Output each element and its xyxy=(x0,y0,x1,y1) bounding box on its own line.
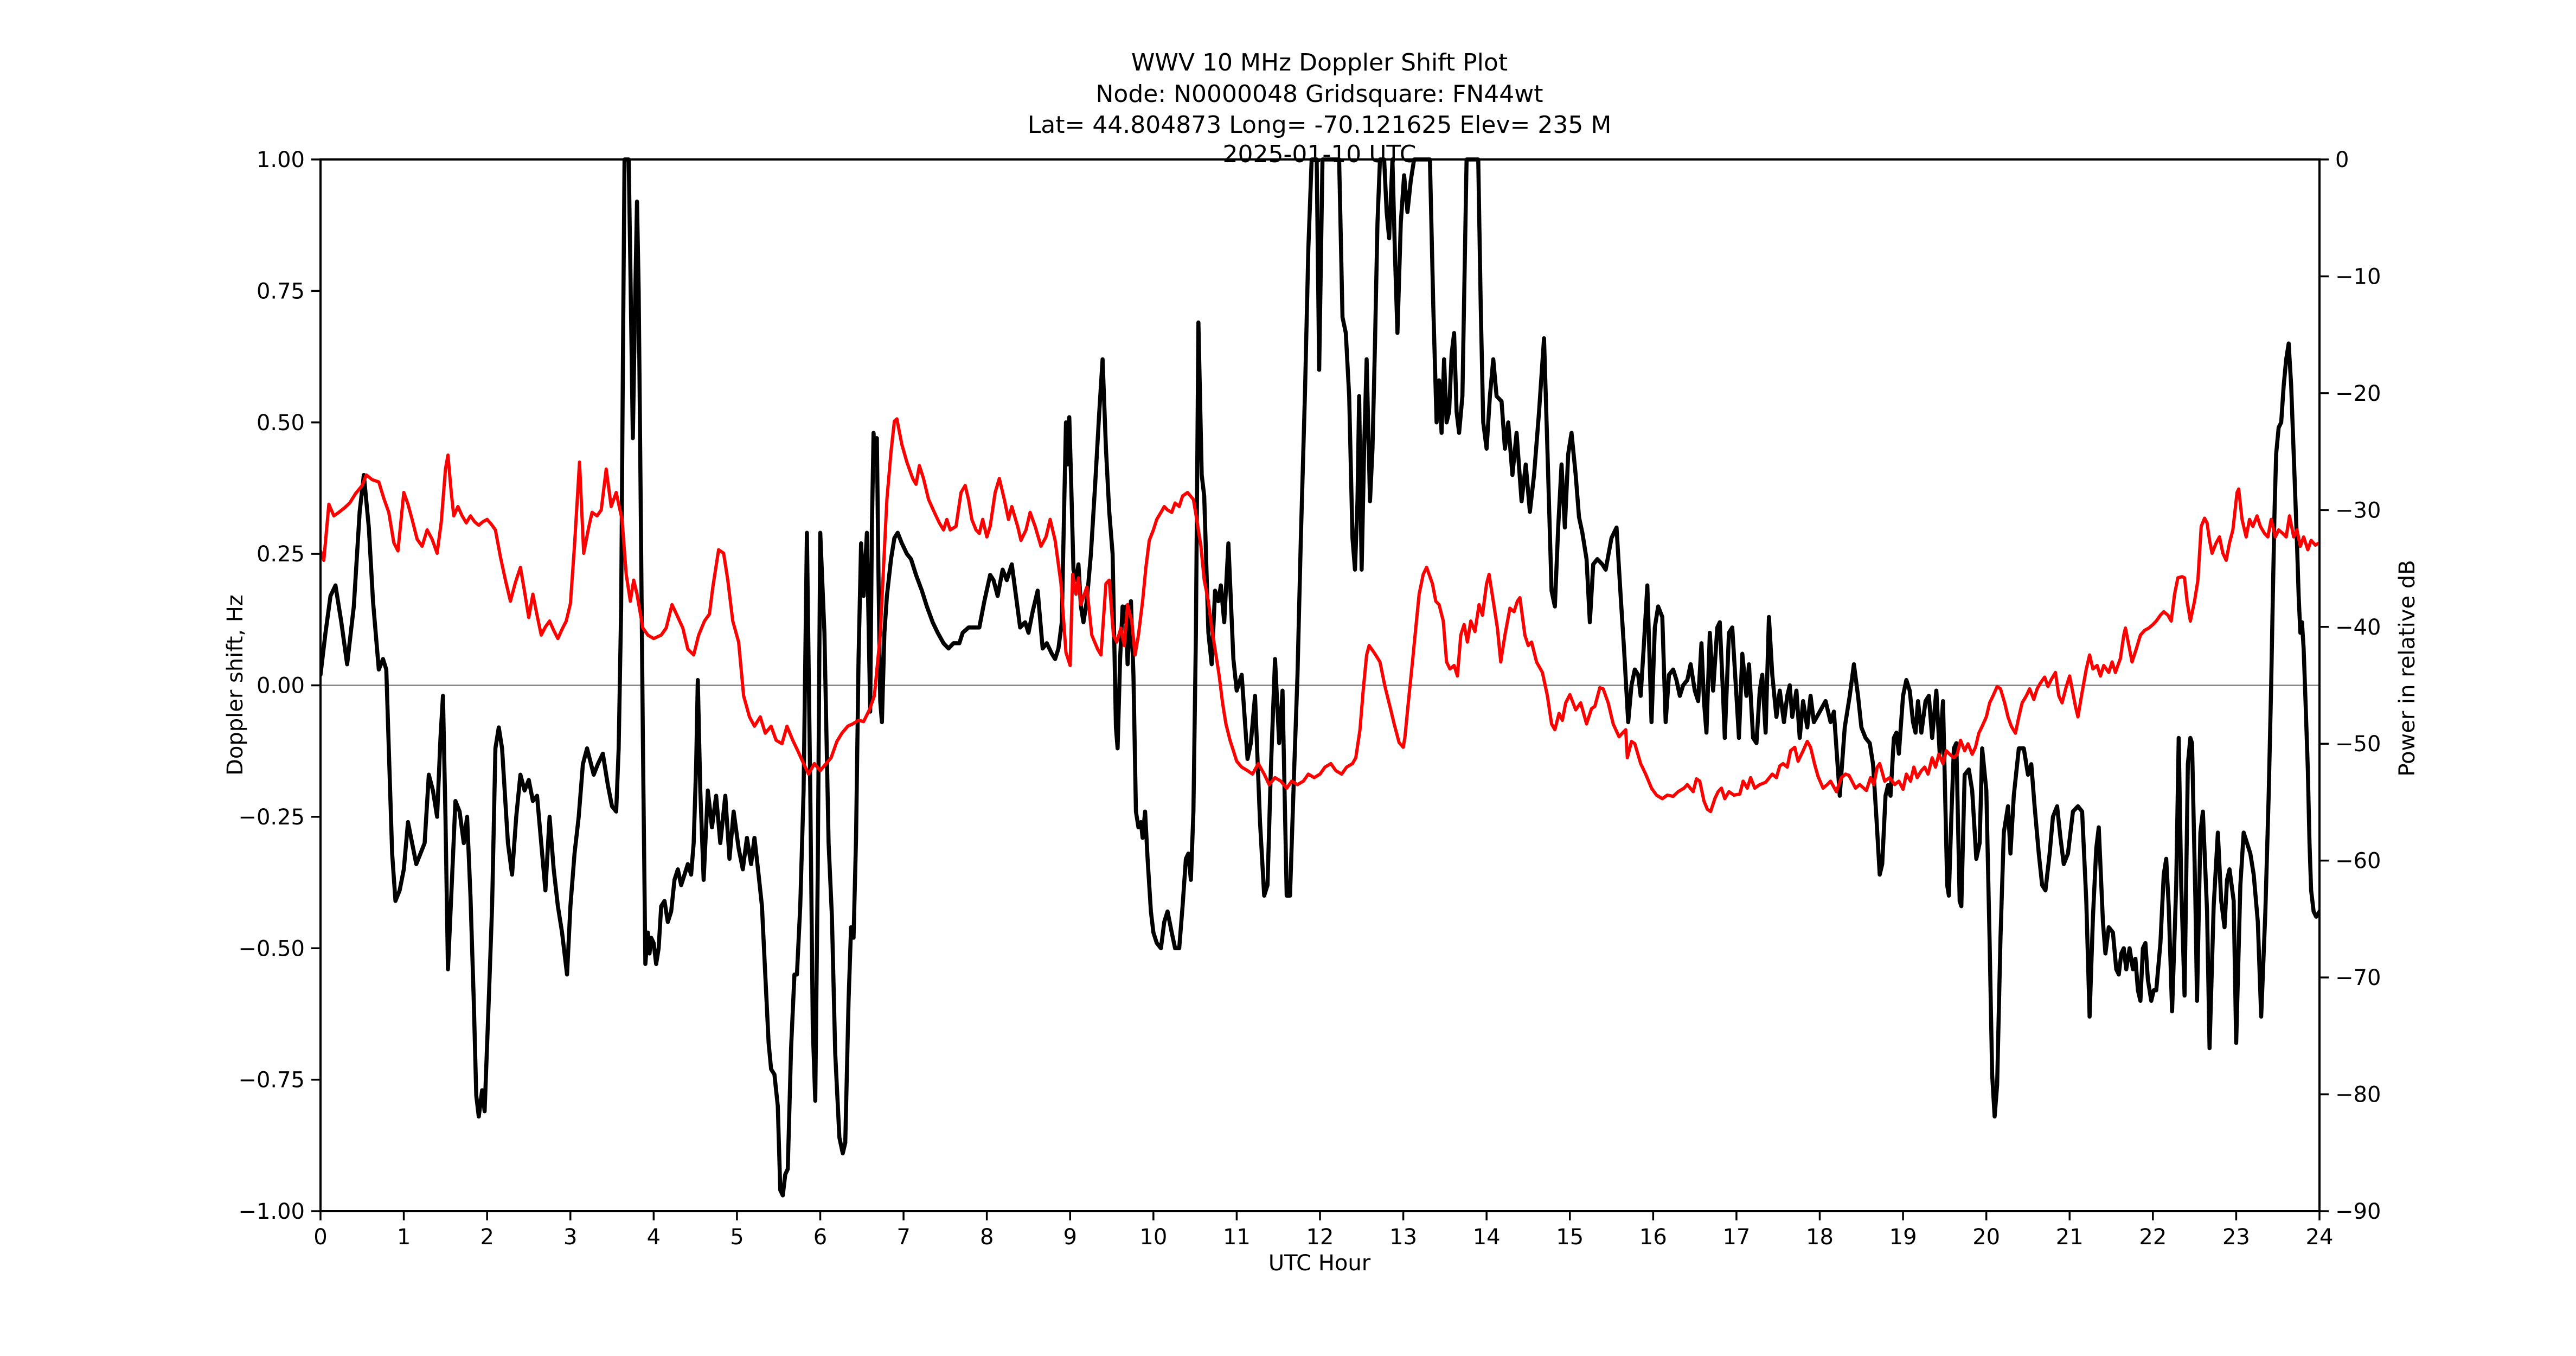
x-tick-label: 11 xyxy=(1223,1225,1251,1250)
x-axis-ticks: 0 1 2 3 4 5 6 7 8 9 10 11 12 13 14 15 16 17 18 19 20 21 22 23 24 xyxy=(313,1211,2333,1250)
left-tick-label: 0.75 xyxy=(257,279,305,304)
x-tick-label: 5 xyxy=(730,1225,744,1250)
left-tick-label: −0.75 xyxy=(238,1068,305,1093)
x-tick-label: 10 xyxy=(1139,1225,1167,1250)
x-tick-label: 22 xyxy=(2139,1225,2167,1250)
right-tick-label: −50 xyxy=(2335,732,2381,757)
x-tick-label: 3 xyxy=(563,1225,577,1250)
left-axis-ticks: 1.00 0.75 0.50 0.25 0.00 −0.25 −0.50 −0.75 −1.00 xyxy=(238,148,321,1224)
x-tick-label: 0 xyxy=(313,1225,327,1250)
x-tick-label: 20 xyxy=(1972,1225,2000,1250)
right-tick-label: −70 xyxy=(2335,965,2381,990)
x-tick-label: 18 xyxy=(1806,1225,1834,1250)
left-tick-label: −1.00 xyxy=(238,1199,305,1224)
chart-title-line-2: Node: N0000048 Gridsquare: FN44wt xyxy=(1096,80,1543,108)
chart-title-line-1: WWV 10 MHz Doppler Shift Plot xyxy=(1131,49,1508,76)
x-tick-label: 23 xyxy=(2222,1225,2250,1250)
series-power_relative_db xyxy=(321,417,2319,814)
right-tick-label: −30 xyxy=(2335,498,2381,523)
x-tick-label: 9 xyxy=(1063,1225,1077,1250)
x-tick-label: 15 xyxy=(1556,1225,1584,1250)
x-axis-label: UTC Hour xyxy=(1268,1251,1371,1276)
x-tick-label: 19 xyxy=(1889,1225,1917,1250)
left-tick-label: 1.00 xyxy=(257,148,305,172)
x-tick-label: 8 xyxy=(980,1225,994,1250)
x-tick-label: 14 xyxy=(1473,1225,1501,1250)
x-tick-label: 7 xyxy=(896,1225,910,1250)
left-tick-label: −0.50 xyxy=(238,936,305,961)
chart-title-line-4: 2025-01-10 UTC xyxy=(1223,140,1417,168)
right-tick-label: −10 xyxy=(2335,264,2381,289)
left-tick-label: 0.00 xyxy=(257,674,305,699)
left-y-axis-label: Doppler shift, Hz xyxy=(223,594,248,776)
left-tick-label: 0.25 xyxy=(257,542,305,567)
right-y-axis-label: Power in relative dB xyxy=(2395,560,2420,776)
right-tick-label: −90 xyxy=(2335,1199,2381,1224)
x-tick-label: 13 xyxy=(1389,1225,1417,1250)
x-tick-label: 24 xyxy=(2306,1225,2334,1250)
left-tick-label: −0.25 xyxy=(238,805,305,830)
chart-title-line-3: Lat= 44.804873 Long= -70.121625 Elev= 23… xyxy=(1028,111,1612,139)
right-tick-label: −20 xyxy=(2335,381,2381,406)
curves-group xyxy=(321,157,2319,1198)
x-tick-label: 2 xyxy=(480,1225,494,1250)
x-tick-label: 16 xyxy=(1639,1225,1667,1250)
right-tick-label: −60 xyxy=(2335,849,2381,874)
left-tick-label: 0.50 xyxy=(257,411,305,436)
series-doppler_shift_hz xyxy=(321,157,2319,1198)
right-tick-label: −80 xyxy=(2335,1083,2381,1108)
x-tick-label: 4 xyxy=(647,1225,661,1250)
x-tick-label: 12 xyxy=(1306,1225,1334,1250)
x-tick-label: 1 xyxy=(397,1225,411,1250)
right-tick-label: 0 xyxy=(2335,148,2349,172)
x-tick-label: 21 xyxy=(2056,1225,2084,1250)
right-axis-ticks: 0 −10 −20 −30 −40 −50 −60 −70 −80 −90 xyxy=(2319,148,2381,1224)
right-tick-label: −40 xyxy=(2335,615,2381,640)
x-tick-label: 6 xyxy=(813,1225,827,1250)
x-tick-label: 17 xyxy=(1722,1225,1750,1250)
